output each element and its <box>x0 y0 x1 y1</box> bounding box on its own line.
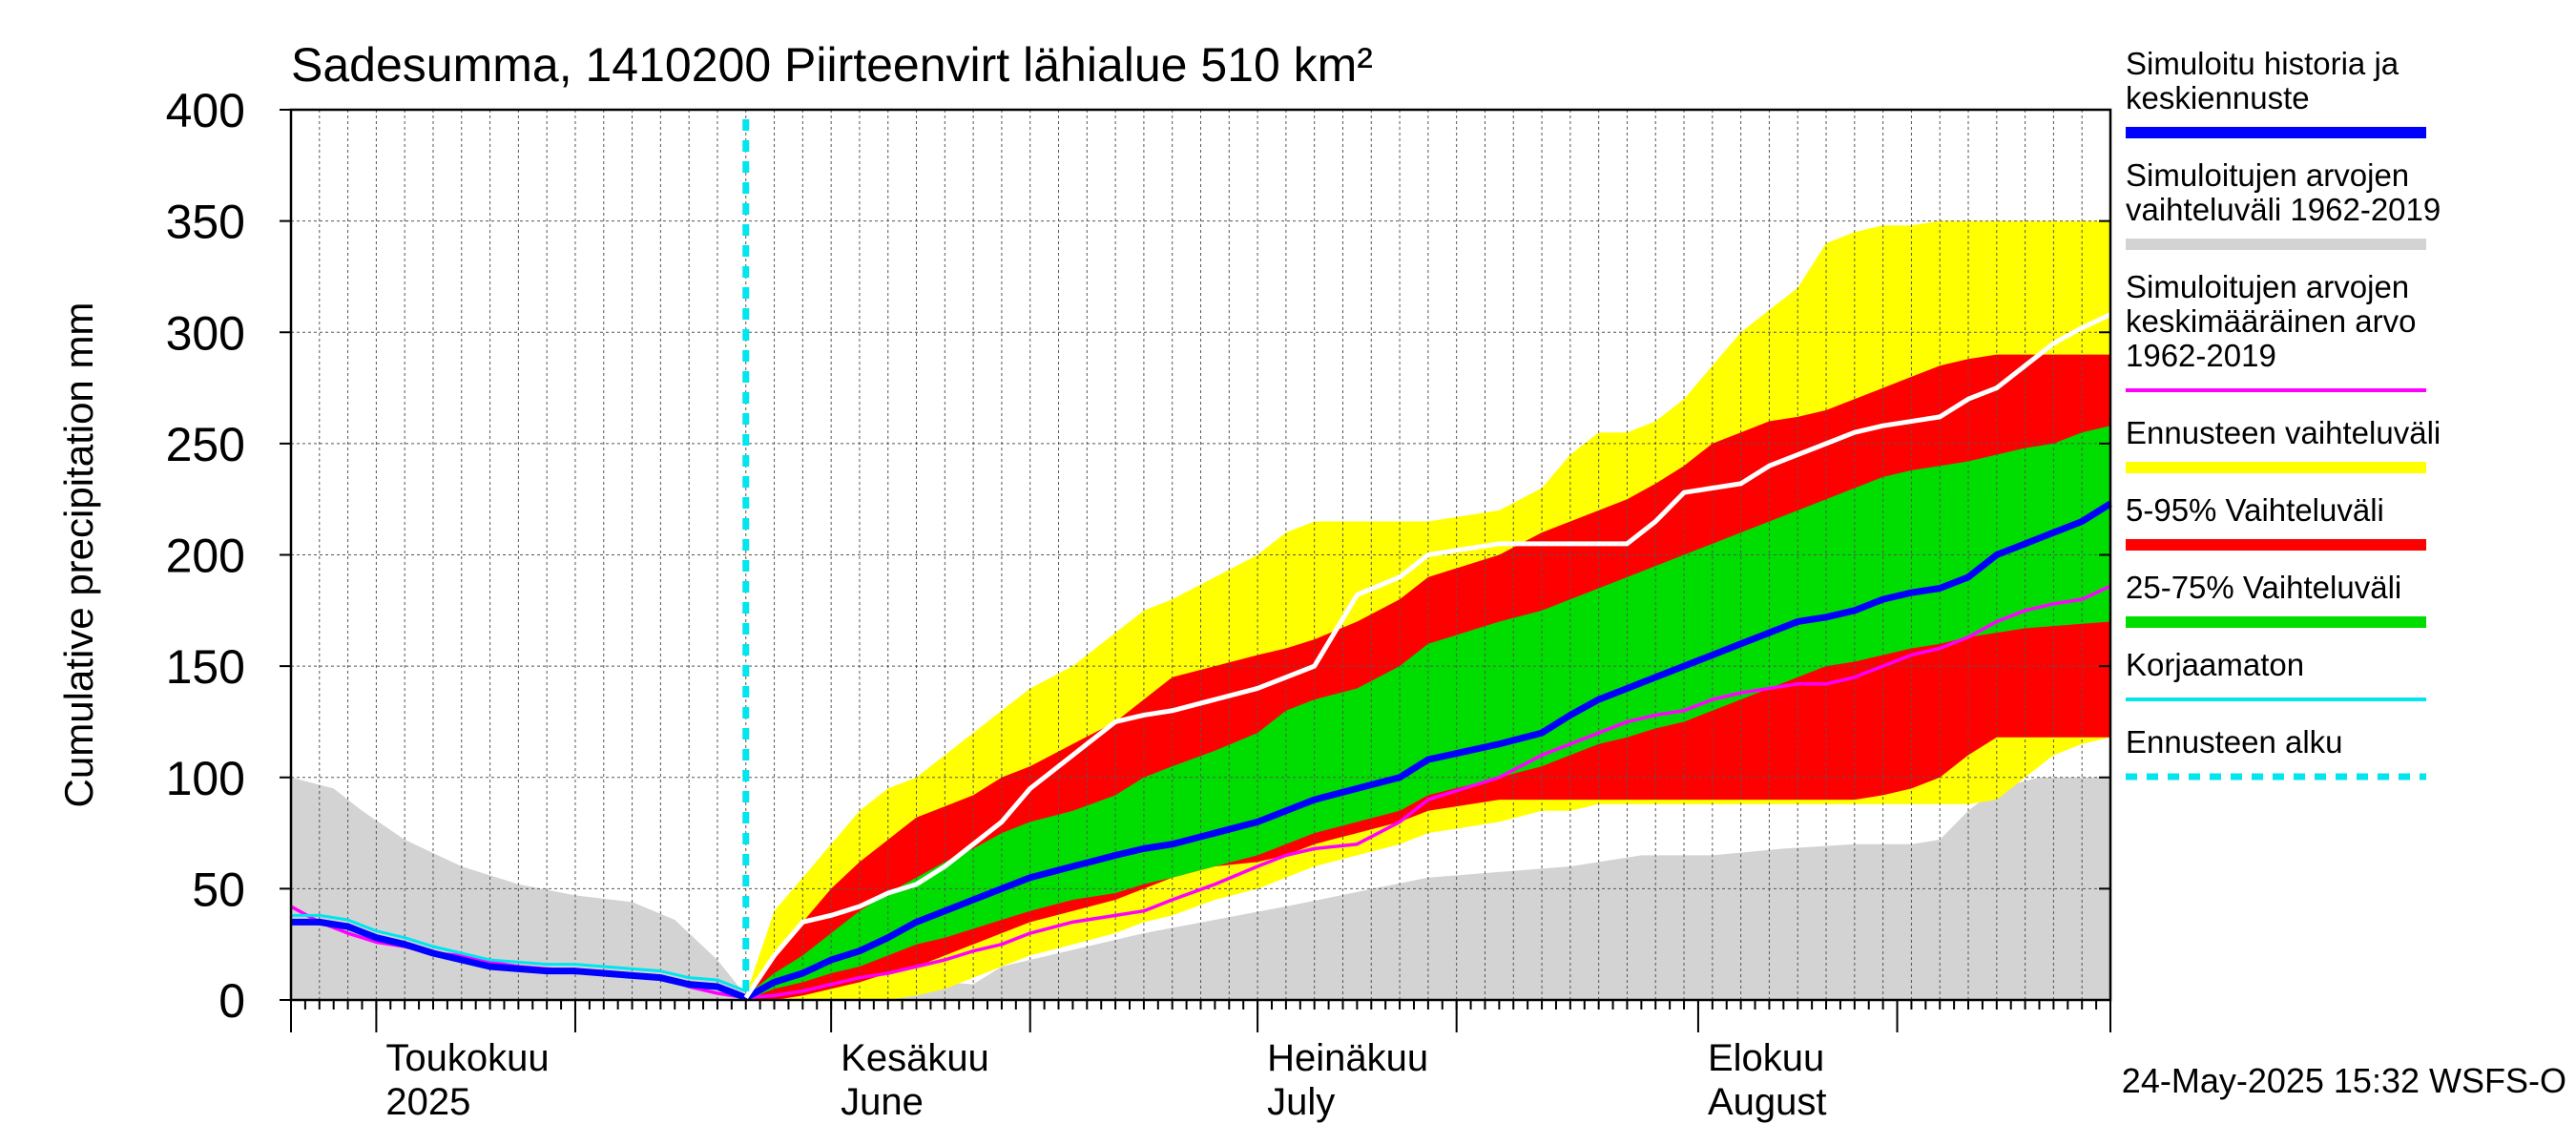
y-tick-label: 150 <box>166 640 245 694</box>
y-tick-label: 100 <box>166 752 245 805</box>
legend-label: Simuloitujen arvojen <box>2126 269 2409 304</box>
month-label: Elokuu <box>1708 1037 1824 1079</box>
month-label-en: June <box>841 1081 924 1123</box>
y-axis-label: Cumulative precipitation mm <box>56 302 101 808</box>
legend-label: Simuloitujen arvojen <box>2126 157 2409 193</box>
month-label: Kesäkuu <box>841 1037 989 1079</box>
y-tick-label: 250 <box>166 418 245 471</box>
legend-label: vaihteluväli 1962-2019 <box>2126 192 2441 227</box>
y-tick-label: 200 <box>166 530 245 583</box>
chart-title: Sadesumma, 1410200 Piirteenvirt lähialue… <box>291 38 1373 92</box>
legend-label: Simuloitu historia ja <box>2126 46 2399 81</box>
y-tick-label: 50 <box>192 863 245 916</box>
legend-label: keskimääräinen arvo <box>2126 303 2416 339</box>
legend-label: 25-75% Vaihteluväli <box>2126 570 2401 605</box>
month-label-en: 2025 <box>385 1081 470 1123</box>
legend-label: keskiennuste <box>2126 80 2310 115</box>
month-label: Heinäkuu <box>1267 1037 1428 1079</box>
legend-label: Korjaamaton <box>2126 647 2304 682</box>
timestamp-footer: 24-May-2025 15:32 WSFS-O <box>2122 1061 2566 1100</box>
y-tick-label: 350 <box>166 196 245 249</box>
legend-label: 1962-2019 <box>2126 338 2276 373</box>
legend-label: Ennusteen vaihteluväli <box>2126 415 2441 450</box>
y-tick-label: 0 <box>218 974 245 1028</box>
series-line-3 <box>743 312 2112 1000</box>
legend-label: 5-95% Vaihteluväli <box>2126 492 2384 528</box>
series-line-2 <box>291 913 747 993</box>
month-label-en: August <box>1708 1081 1827 1123</box>
legend-label: Ennusteen alku <box>2126 724 2343 760</box>
y-tick-label: 400 <box>166 84 245 137</box>
month-label-en: July <box>1267 1081 1335 1123</box>
y-tick-label: 300 <box>166 306 245 360</box>
month-label: Toukokuu <box>385 1037 549 1079</box>
series-line-1 <box>291 500 2112 1002</box>
band-0 <box>291 777 2110 1000</box>
